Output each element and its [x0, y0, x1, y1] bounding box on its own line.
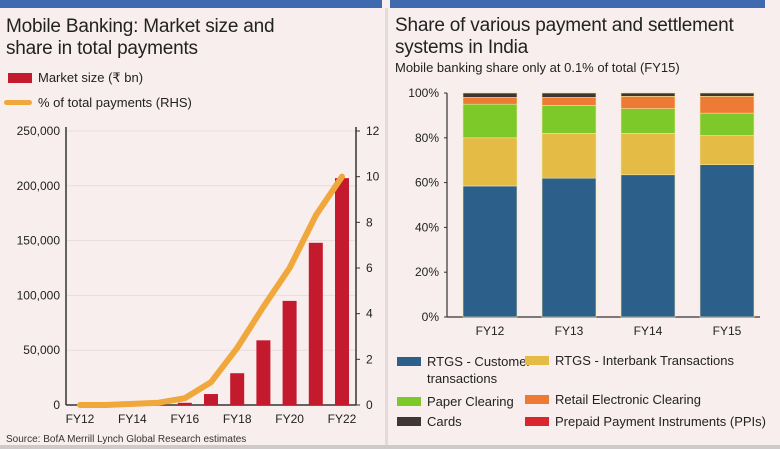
bar-segment-FY12	[462, 185, 518, 318]
bar-FY18	[230, 373, 245, 405]
right-chart-title: Share of various payment and settlement …	[395, 15, 734, 59]
bar-FY22	[335, 178, 349, 405]
bar-segment-FY14	[620, 92, 676, 97]
bar-segment-FY14	[620, 174, 676, 318]
legend-label: Retail Electronic Clearing	[555, 392, 701, 407]
bar-segment-FY14	[620, 108, 676, 134]
legend-label: Prepaid Payment Instruments (PPIs)	[555, 414, 766, 429]
legend-label: RTGS - Interbank Transactions	[555, 353, 734, 368]
legend-label: Cards	[427, 414, 462, 429]
bar-FY19	[256, 340, 271, 405]
y-right-tick-label: 2	[366, 352, 373, 366]
legend-swatch-line	[4, 100, 32, 105]
legend-swatch	[525, 417, 549, 426]
bar-segment-FY15	[699, 96, 755, 114]
y-left-tick-label: 100,000	[17, 288, 61, 302]
y-right-tick-label: 8	[366, 215, 373, 229]
bar-segment-FY13	[541, 97, 597, 106]
right-subtitle: Mobile banking share only at 0.1% of tot…	[395, 60, 680, 75]
bar-segment-FY12	[462, 97, 518, 105]
x-tick-label: FY14	[118, 412, 147, 426]
y-left-tick-label: 250,000	[17, 124, 61, 138]
legend-swatch	[525, 356, 549, 365]
bar-segment-FY13	[541, 133, 597, 179]
left-title-line1: Mobile Banking: Market size and	[6, 16, 275, 37]
left-top-bar	[0, 0, 382, 8]
legend-swatch	[397, 397, 421, 406]
x-tick-label: FY12	[476, 324, 505, 338]
bottom-strip	[0, 445, 780, 449]
y-left-tick-label: 150,000	[17, 234, 61, 248]
y-right-tick-label: 6	[366, 261, 373, 275]
x-tick-label: FY13	[555, 324, 584, 338]
bar-FY21	[308, 242, 323, 405]
x-tick-label: FY20	[275, 412, 304, 426]
x-tick-label: FY14	[634, 324, 663, 338]
legend-label: RTGS - Customer transactions	[427, 353, 531, 387]
legend-percent-payments: % of total payments (RHS)	[4, 95, 192, 110]
legend-label: Market size (₹ bn)	[38, 70, 144, 85]
x-tick-label: FY15	[713, 324, 742, 338]
bar-segment-FY12	[462, 137, 518, 187]
legend-label-line2: transactions	[427, 371, 498, 386]
bar-segment-FY14	[620, 133, 676, 176]
source-note: Source: BofA Merrill Lynch Global Resear…	[6, 434, 247, 445]
percent-line	[77, 173, 345, 408]
legend-rtgs-interbank: RTGS - Interbank Transactions	[525, 353, 734, 368]
y-tick-label: 100%	[408, 86, 439, 100]
y-left-tick-label: 50,000	[23, 343, 60, 357]
legend-market-size: Market size (₹ bn)	[8, 70, 143, 86]
x-tick-label: FY12	[66, 412, 95, 426]
bar-FY17	[204, 394, 218, 405]
legend-ppis: Prepaid Payment Instruments (PPIs)	[525, 414, 766, 429]
y-right-tick-label: 12	[366, 124, 380, 138]
legend-swatch	[397, 357, 421, 366]
bar-segment-FY13	[541, 105, 597, 134]
bar-segment-FY12	[462, 92, 518, 98]
bar-segment-FY14	[620, 96, 676, 109]
y-right-tick-label: 10	[366, 170, 380, 184]
x-tick-label: FY22	[328, 412, 357, 426]
legend-swatch-bar	[8, 73, 32, 83]
y-left-tick-label: 0	[53, 398, 60, 412]
y-tick-label: 40%	[415, 220, 439, 234]
x-tick-label: FY18	[223, 412, 252, 426]
bar-FY20	[282, 300, 297, 405]
right-top-bar	[390, 0, 765, 8]
legend-rtgs-customer: RTGS - Customer transactions	[397, 353, 531, 387]
bar-segment-FY13	[541, 177, 597, 318]
bar-segment-FY15	[699, 135, 755, 165]
legend-label: Paper Clearing	[427, 394, 514, 409]
y-left-tick-label: 200,000	[17, 179, 61, 193]
left-title-line2: share in total payments	[6, 38, 198, 59]
left-chart-title: Mobile Banking: Market size and share in…	[6, 16, 275, 60]
legend-swatch	[397, 417, 421, 426]
y-tick-label: 20%	[415, 265, 439, 279]
bar-segment-FY15	[699, 92, 755, 97]
y-tick-label: 60%	[415, 176, 439, 190]
bar-segment-FY13	[541, 92, 597, 98]
bar-FY16	[177, 402, 192, 405]
legend-label-line1: RTGS - Customer	[427, 354, 531, 369]
legend-paper-clearing: Paper Clearing	[397, 394, 514, 409]
y-tick-label: 80%	[415, 131, 439, 145]
legend-label: % of total payments (RHS)	[38, 95, 192, 110]
right-title-line1: Share of various payment and settlement	[395, 15, 734, 36]
bar-segment-FY15	[699, 112, 755, 136]
legend-retail-electronic: Retail Electronic Clearing	[525, 392, 701, 407]
y-right-tick-label: 4	[366, 307, 373, 321]
x-tick-label: FY16	[170, 412, 199, 426]
right-title-line2: systems in India	[395, 37, 529, 58]
bar-segment-FY15	[699, 164, 755, 318]
legend-swatch	[525, 395, 549, 404]
panel-divider	[385, 8, 388, 445]
legend-cards: Cards	[397, 414, 462, 429]
bar-segment-FY12	[462, 103, 518, 139]
y-right-tick-label: 0	[366, 398, 373, 412]
y-tick-label: 0%	[422, 310, 440, 324]
